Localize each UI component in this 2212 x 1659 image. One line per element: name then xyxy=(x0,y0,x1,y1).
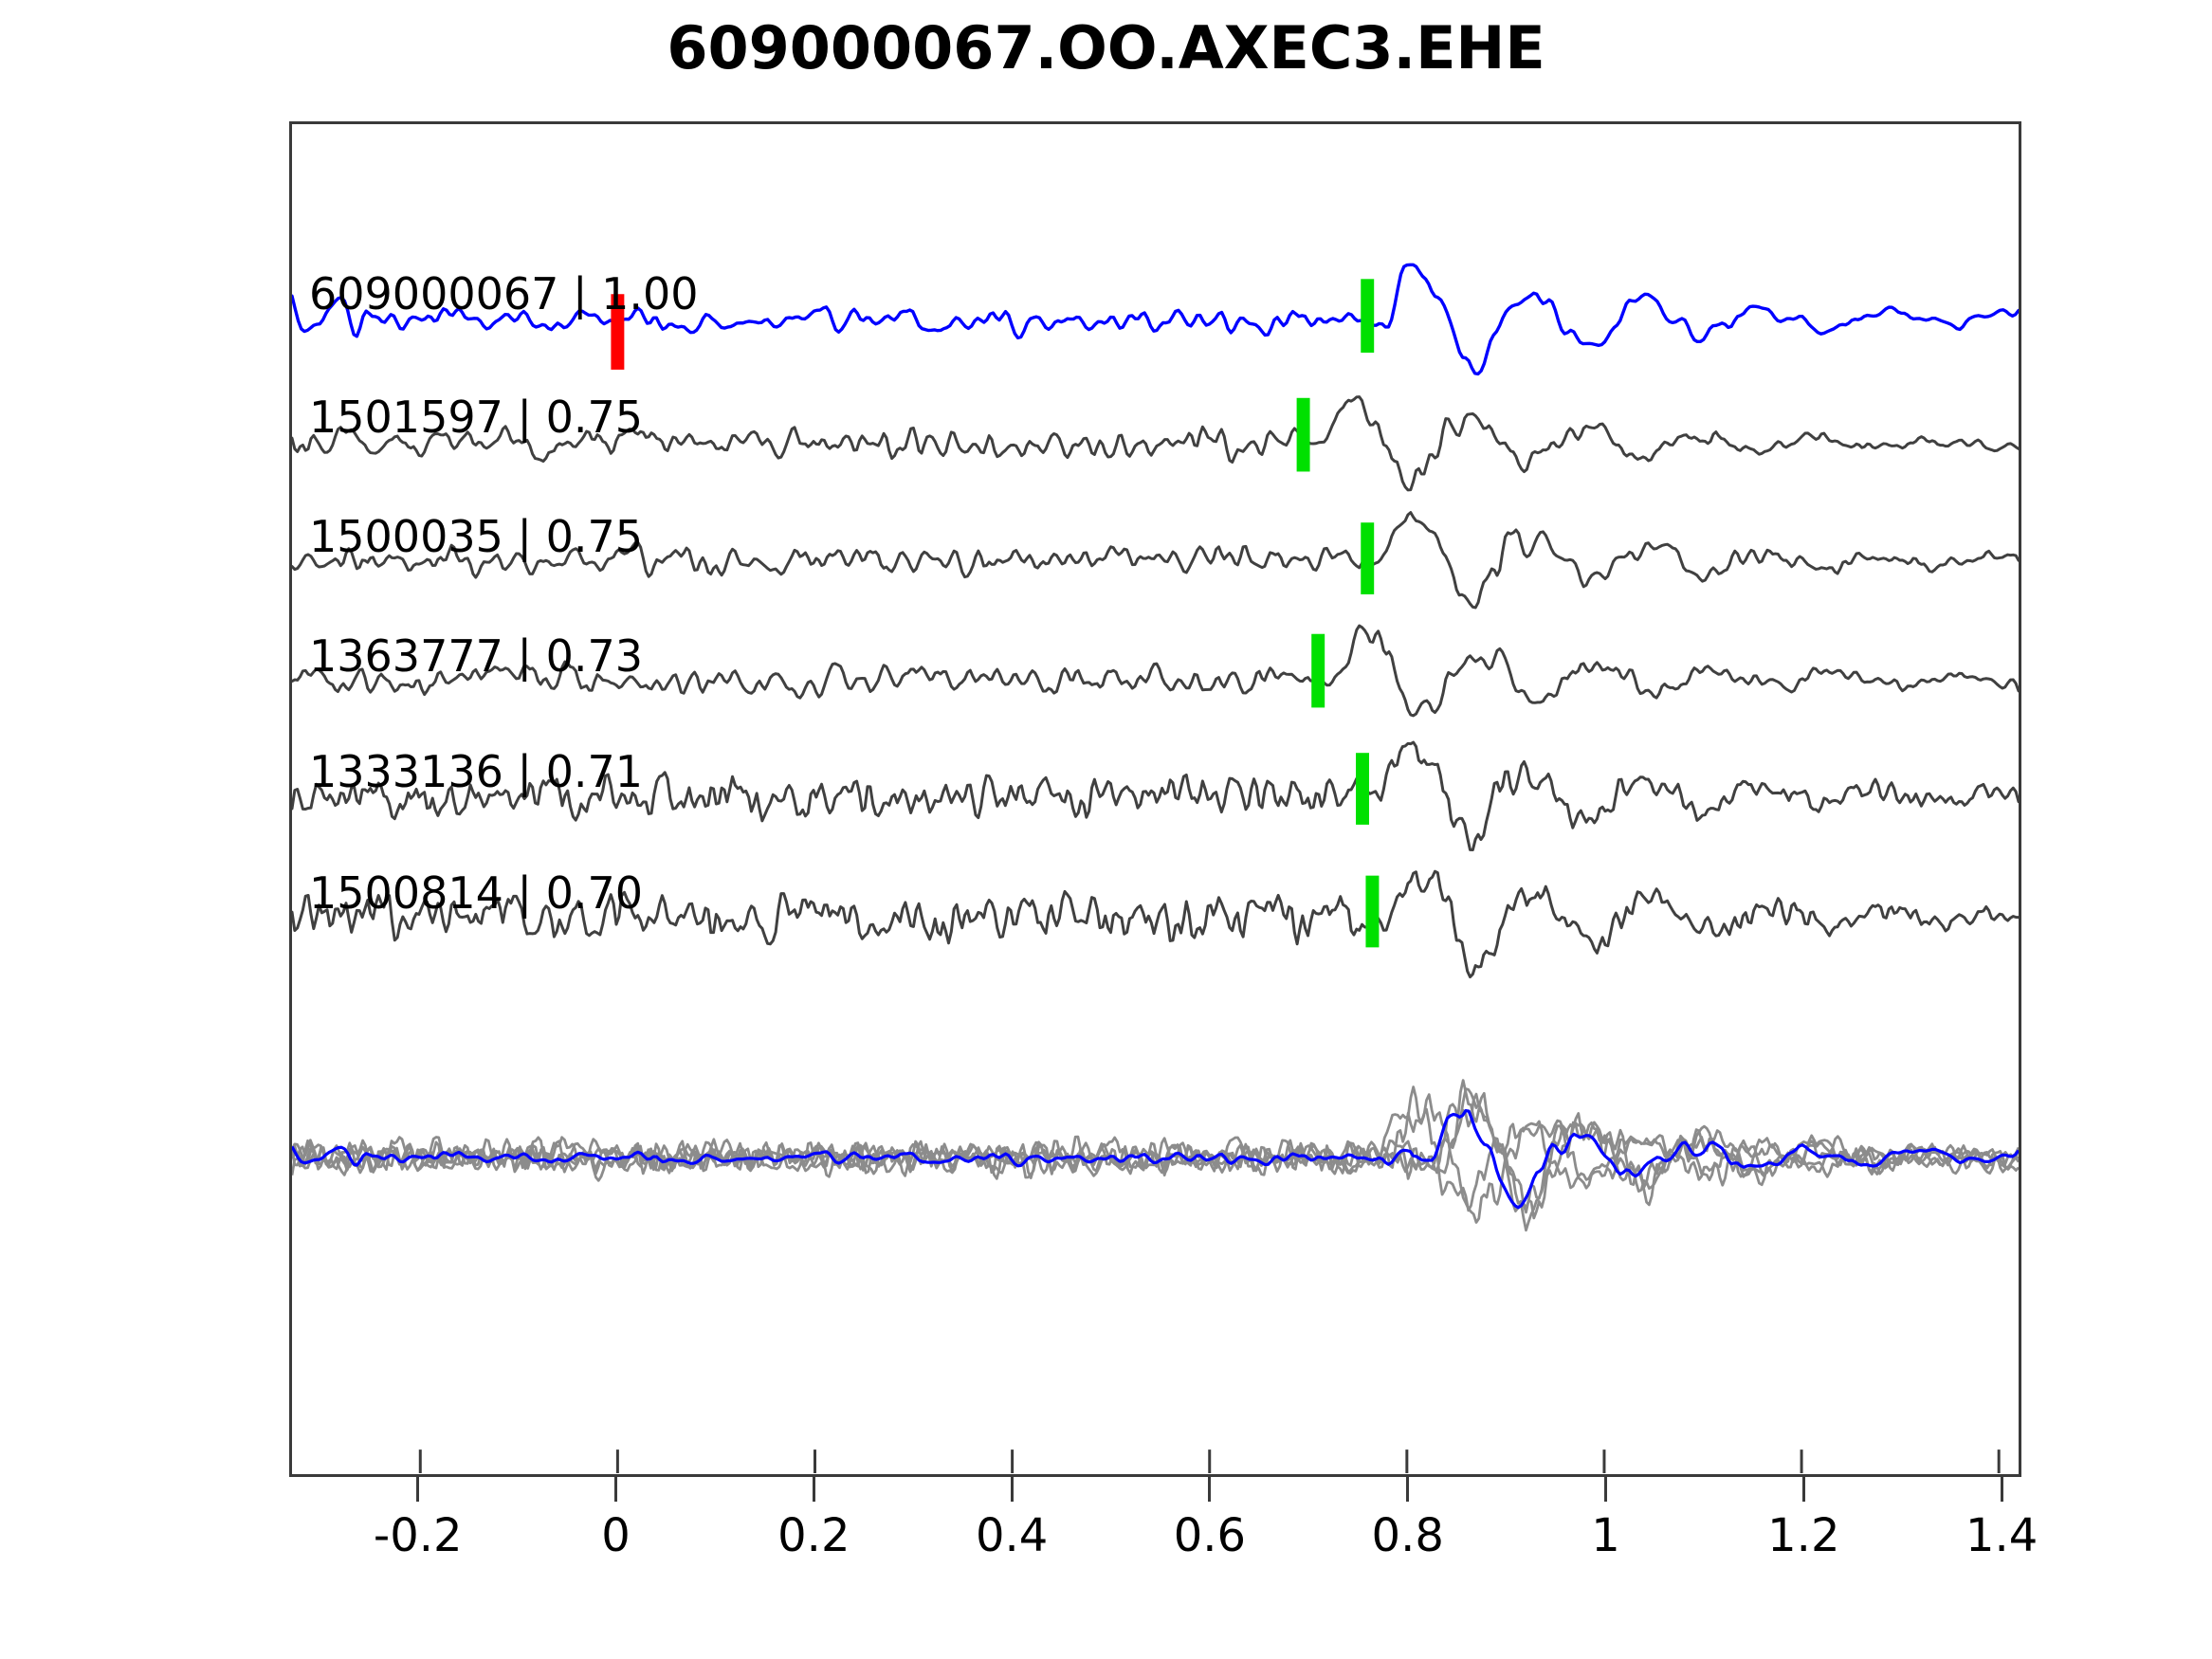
waveform-trace xyxy=(292,624,2019,718)
trace-label-1333136: 1333136 | 0.71 xyxy=(309,746,644,797)
x-tick-label: 0.8 xyxy=(1371,1509,1444,1562)
x-tick-label: 1.4 xyxy=(1965,1509,2038,1562)
waveform-canvas xyxy=(292,263,2019,1474)
x-tick-label: 0.6 xyxy=(1173,1509,1247,1562)
x-tick xyxy=(1801,1477,1805,1502)
phase-pick-marker xyxy=(1356,753,1369,825)
trace-label-1501597: 1501597 | 0.75 xyxy=(309,392,644,443)
phase-pick-marker xyxy=(1296,397,1310,472)
plot-area: 609000067 | 1.00 1501597 | 0.75 1500035 | … xyxy=(289,121,2021,1477)
phase-pick-marker xyxy=(1311,633,1325,708)
x-tick xyxy=(614,1477,618,1502)
waveform-trace xyxy=(292,395,2019,492)
trace-label-1500035: 1500035 | 0.75 xyxy=(309,511,644,562)
x-tick xyxy=(2000,1477,2003,1502)
trace-label-609000067: 609000067 | 1.00 xyxy=(309,268,699,319)
phase-pick-marker xyxy=(1361,279,1375,353)
waveform-trace xyxy=(292,740,2019,852)
x-tick xyxy=(812,1477,815,1502)
waveform-trace xyxy=(292,869,2019,979)
x-tick xyxy=(1208,1477,1212,1502)
phase-pick-marker xyxy=(1365,875,1380,948)
x-tick-label: 0.4 xyxy=(975,1509,1049,1562)
x-tick xyxy=(1604,1477,1608,1502)
x-tick-label: 0 xyxy=(601,1509,631,1562)
x-axis: -0.2 0 0.2 0.4 0.6 0.8 1 1.2 1.4 xyxy=(289,1477,2038,1591)
stack-template-trace xyxy=(292,1109,2019,1210)
waveform-trace xyxy=(292,263,2019,376)
x-tick xyxy=(416,1477,420,1502)
origin-time-marker xyxy=(611,294,625,370)
stack-overlay-trace xyxy=(292,1091,2019,1220)
x-tick-label: 1 xyxy=(1591,1509,1620,1562)
x-tick-label: 0.2 xyxy=(777,1509,850,1562)
x-tick xyxy=(1406,1477,1410,1502)
x-tick-label: -0.2 xyxy=(373,1509,463,1562)
x-tick-label: 1.2 xyxy=(1767,1509,1840,1562)
trace-label-1363777: 1363777 | 0.73 xyxy=(309,630,644,682)
waveform-trace xyxy=(292,511,2019,610)
x-tick xyxy=(1010,1477,1014,1502)
phase-pick-marker xyxy=(1361,522,1375,594)
page-title: 609000067.OO.AXEC3.EHE xyxy=(667,13,1545,82)
trace-label-1500814: 1500814 | 0.70 xyxy=(309,867,644,919)
